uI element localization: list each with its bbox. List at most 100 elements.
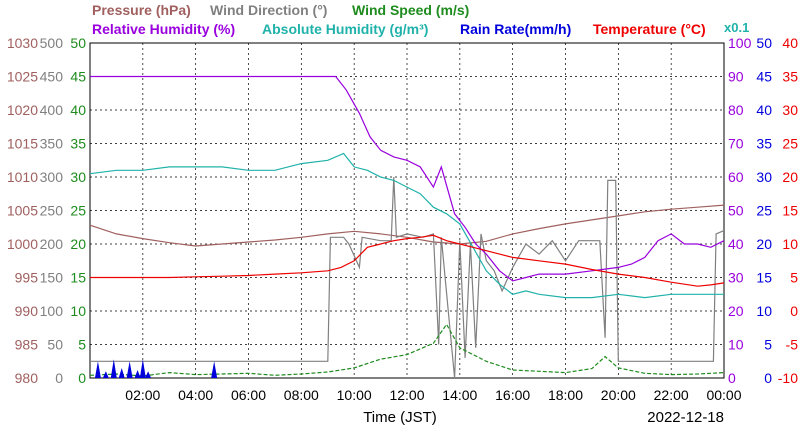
rain-rate-bar [211,361,218,378]
x-tick-label: 22:00 [654,387,689,403]
legend-abs-humidity-scale: x0.1 [724,20,749,35]
relative-humidity-tick-label: 30 [728,270,744,286]
rain-rate-tick-label: 45 [756,69,772,85]
rain-rate-tick-label: 50 [756,35,772,51]
series-line-wind-direction [90,176,725,379]
x-tick-label: 12:00 [389,387,424,403]
relative-humidity-tick-label: 90 [728,69,744,85]
rain-rate-tick-label: 40 [756,102,772,118]
wind-speed-tick-label: 10 [70,303,86,319]
pressure-tick-label: 995 [15,270,39,286]
x-axis-title: Time (JST) [363,409,437,426]
x-tick-label: 00:00 [706,387,741,403]
x-tick-label: 16:00 [495,387,530,403]
relative-humidity-tick-label: 60 [728,169,744,185]
wind-speed-tick-label: 50 [70,35,86,51]
wind-direction-tick-label: 300 [40,169,64,185]
relative-humidity-tick-label: 50 [728,203,744,219]
wind-direction-tick-label: 400 [40,102,64,118]
rain-rate-tick-label: 5 [764,337,772,353]
tick-labels: 1030102510201015101010051000995990985980… [7,35,798,403]
wind-speed-tick-label: 40 [70,102,86,118]
rain-rate-bar [145,371,152,378]
temperature-tick-label: 5 [790,270,798,286]
legend-absolute-humidity: Absolute Humidity (g/m³) [262,21,428,37]
wind-speed-tick-label: 20 [70,236,86,252]
rain-rate-tick-label: 35 [756,136,772,152]
rain-rate-bar [110,359,117,378]
pressure-tick-label: 990 [15,303,39,319]
legend-temperature: Temperature (°C) [593,21,706,37]
rain-rate-tick-label: 25 [756,203,772,219]
series-line-temperature-c [90,234,725,287]
series-line-wind-speed-m-s [89,323,725,377]
x-tick-label: 02:00 [125,387,160,403]
pressure-tick-label: 1010 [7,169,38,185]
wind-direction-tick-label: 50 [47,337,63,353]
temperature-tick-label: -10 [778,370,798,386]
wind-direction-tick-label: 250 [40,203,64,219]
relative-humidity-tick-label: 20 [728,303,744,319]
wind-direction-tick-label: 200 [40,236,64,252]
rain-rate-bar [102,371,109,378]
temperature-tick-label: -5 [786,337,799,353]
legend-rain-rate: Rain Rate(mm/h) [460,21,571,37]
temperature-tick-label: 15 [782,203,798,219]
x-tick-label: 06:00 [231,387,266,403]
pressure-tick-label: 1000 [7,236,38,252]
rain-rate-bar [139,359,146,378]
relative-humidity-tick-label: 70 [728,136,744,152]
wind-speed-tick-label: 25 [70,203,86,219]
rain-rate-bar [94,361,101,378]
wind-speed-tick-label: 45 [70,69,86,85]
rain-rate-bar [134,369,141,378]
temperature-tick-label: 0 [790,303,798,319]
pressure-tick-label: 985 [15,337,39,353]
rain-rate-tick-label: 15 [756,270,772,286]
temperature-tick-label: 35 [782,69,798,85]
wind-direction-tick-label: 450 [40,69,64,85]
legend-wind-speed: Wind Speed (m/s) [352,2,469,18]
wind-speed-tick-label: 15 [70,270,86,286]
series-line-absolute-humidity-g-m [89,152,724,299]
rain-rate-tick-label: 30 [756,169,772,185]
temperature-tick-label: 20 [782,169,798,185]
temperature-tick-label: 40 [782,35,798,51]
wind-direction-tick-label: 100 [40,303,64,319]
wind-speed-tick-label: 5 [78,337,86,353]
relative-humidity-tick-label: 0 [728,370,736,386]
wind-direction-tick-label: 0 [55,370,63,386]
x-tick-label: 14:00 [442,387,477,403]
wind-direction-tick-label: 350 [40,136,64,152]
relative-humidity-tick-label: 40 [728,236,744,252]
pressure-tick-label: 1030 [7,35,38,51]
rain-rate-bar [118,367,125,378]
rain-rate-tick-label: 0 [764,370,772,386]
series-line-pressure-hpa [89,204,725,247]
pressure-tick-label: 1005 [7,203,38,219]
temperature-tick-label: 25 [782,136,798,152]
series-line-relative-humidity [90,75,725,282]
wind-speed-tick-label: 30 [70,169,86,185]
pressure-tick-label: 1025 [7,69,38,85]
x-tick-label: 20:00 [601,387,636,403]
relative-humidity-tick-label: 80 [728,102,744,118]
temperature-tick-label: 10 [782,236,798,252]
x-tick-label: 04:00 [178,387,213,403]
legend-wind-direction: Wind Direction (°) [210,2,327,18]
relative-humidity-tick-label: 10 [728,337,744,353]
pressure-tick-label: 980 [15,370,39,386]
wind-speed-tick-label: 35 [70,136,86,152]
relative-humidity-tick-label: 100 [728,35,752,51]
x-tick-label: 08:00 [284,387,319,403]
legend-pressure: Pressure (hPa) [92,2,191,18]
pressure-tick-label: 1015 [7,136,38,152]
x-tick-label: 18:00 [548,387,583,403]
series-group [89,75,725,379]
chart-date: 2022-12-18 [647,409,724,426]
wind-direction-tick-label: 500 [40,35,64,51]
pressure-tick-label: 1020 [7,102,38,118]
rain-rate-tick-label: 10 [756,303,772,319]
rain-rate-tick-label: 20 [756,236,772,252]
